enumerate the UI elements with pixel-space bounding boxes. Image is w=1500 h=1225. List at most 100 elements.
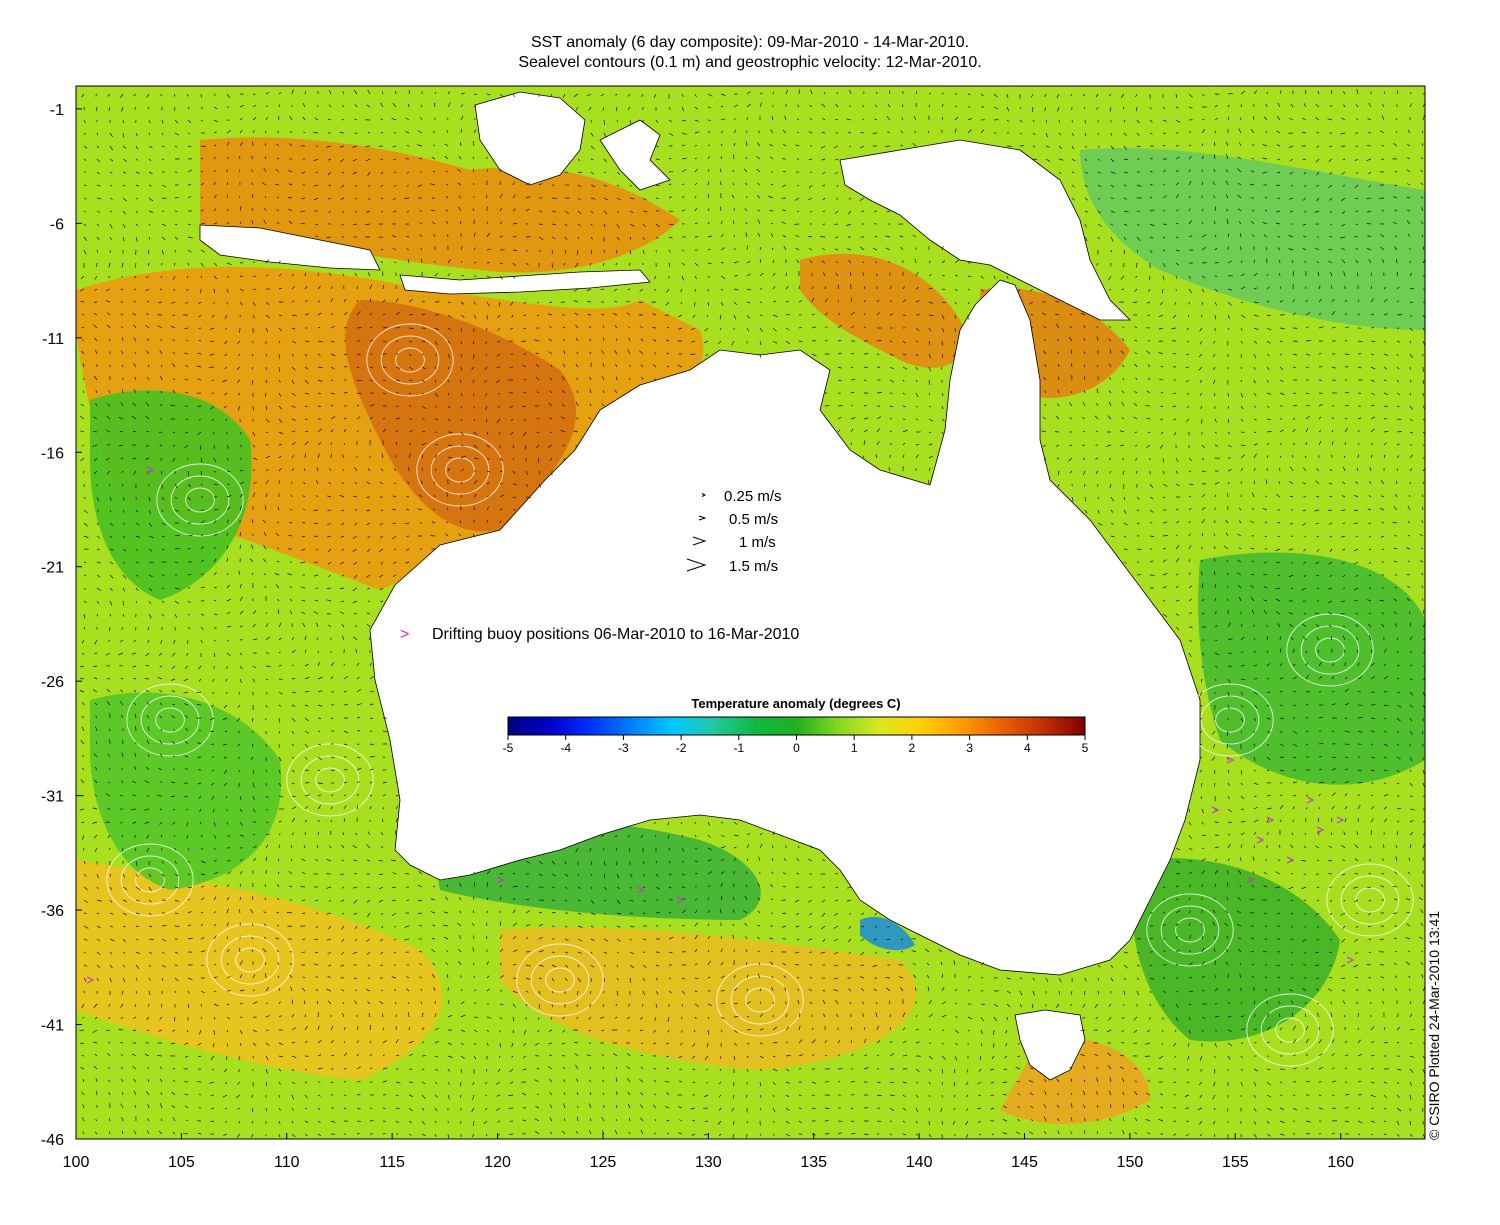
velocity-vector: [967, 975, 972, 979]
velocity-vector: [379, 535, 384, 539]
velocity-vector: [1149, 119, 1153, 123]
velocity-vector: [1083, 106, 1086, 110]
velocity-vector: [694, 145, 698, 147]
velocity-vector: [1289, 158, 1294, 162]
velocity-vector: [1044, 106, 1047, 112]
velocity-vector: [1422, 843, 1425, 849]
velocity-vector: [160, 364, 163, 368]
velocity-vector: [1279, 90, 1282, 95]
velocity-vector: [1162, 249, 1166, 252]
velocity-vector: [200, 483, 203, 486]
velocity-vector: [1420, 169, 1424, 173]
velocity-vector: [289, 522, 293, 524]
velocity-vector: [1370, 366, 1376, 370]
velocity-vector: [1266, 691, 1271, 694]
velocity-vector: [837, 339, 842, 342]
velocity-vector: [538, 977, 542, 980]
velocity-vector: [1121, 390, 1125, 394]
velocity-vector: [161, 236, 166, 241]
velocity-vector: [109, 145, 113, 151]
velocity-vector: [564, 236, 568, 240]
velocity-vector: [1420, 157, 1424, 160]
velocity-vector: [121, 714, 124, 719]
velocity-vector: [146, 301, 150, 303]
velocity-vector: [1135, 470, 1138, 474]
velocity-vector: [1315, 623, 1320, 628]
velocity-vector: [109, 925, 113, 928]
velocity-vector: [1289, 210, 1294, 213]
velocity-vector: [1341, 561, 1346, 565]
velocity-vector: [304, 649, 307, 654]
velocity-vector: [83, 912, 87, 914]
velocity-vector: [199, 821, 202, 825]
velocity-vector: [681, 209, 686, 212]
velocity-vector: [1214, 481, 1220, 485]
velocity-vector: [94, 652, 98, 655]
velocity-vector: [1406, 597, 1411, 602]
velocity-vector: [252, 989, 255, 992]
velocity-vector: [1262, 171, 1268, 174]
velocity-vector: [1252, 856, 1255, 862]
velocity-vector: [226, 457, 229, 461]
velocity-vector: [135, 197, 139, 200]
velocity-vector: [210, 730, 215, 733]
velocity-vector: [1342, 635, 1346, 641]
velocity-vector: [1251, 951, 1255, 953]
velocity-vector: [1394, 623, 1398, 628]
velocity-vector: [486, 975, 490, 979]
velocity-vector: [135, 210, 139, 214]
velocity-vector: [316, 467, 319, 472]
velocity-vector: [902, 340, 906, 344]
velocity-vector: [707, 847, 712, 851]
velocity-vector: [666, 288, 670, 293]
velocity-vector: [187, 534, 193, 537]
velocity-vector: [1201, 208, 1204, 212]
velocity-vector: [473, 418, 475, 422]
velocity-vector: [446, 183, 449, 186]
velocity-vector: [537, 457, 540, 463]
velocity-vector: [1226, 219, 1229, 225]
velocity-vector: [1121, 364, 1125, 368]
velocity-vector: [122, 210, 126, 215]
velocity-vector: [1304, 260, 1307, 264]
velocity-vector: [356, 286, 358, 290]
velocity-vector: [1279, 455, 1282, 459]
velocity-vector: [1227, 691, 1230, 697]
velocity-vector: [1135, 377, 1138, 381]
velocity-vector: [1096, 326, 1099, 329]
velocity-vector: [213, 924, 217, 927]
velocity-vector: [1392, 521, 1398, 524]
velocity-vector: [379, 522, 384, 526]
velocity-vector: [158, 301, 163, 304]
velocity-vector: [147, 639, 150, 644]
velocity-vector: [122, 223, 126, 228]
velocity-vector: [536, 418, 540, 420]
velocity-vector: [1303, 548, 1307, 552]
velocity-vector: [1084, 171, 1089, 174]
velocity-vector: [744, 922, 748, 927]
velocity-vector: [1353, 886, 1359, 889]
velocity-vector: [1329, 104, 1333, 108]
velocity-vector: [668, 183, 672, 186]
velocity-vector: [1370, 286, 1373, 290]
velocity-vector: [419, 951, 423, 953]
velocity-vector: [146, 847, 150, 853]
velocity-vector: [1188, 508, 1192, 511]
velocity-vector: [1383, 430, 1389, 433]
velocity-vector: [486, 481, 490, 485]
velocity-vector: [1108, 338, 1112, 342]
velocity-vector: [367, 561, 371, 564]
velocity-vector: [1058, 171, 1062, 174]
velocity-vector: [707, 871, 713, 875]
velocity-vector: [733, 234, 735, 238]
velocity-vector: [902, 405, 907, 408]
velocity-vector: [1175, 182, 1180, 186]
velocity-vector: [381, 925, 384, 929]
velocity-vector: [200, 873, 206, 876]
velocity-vector: [1227, 598, 1229, 602]
velocity-vector: [341, 951, 345, 955]
velocity-vector: [602, 325, 605, 329]
velocity-vector: [174, 534, 180, 537]
velocity-vector: [1406, 196, 1411, 199]
velocity-vector: [1251, 975, 1255, 979]
